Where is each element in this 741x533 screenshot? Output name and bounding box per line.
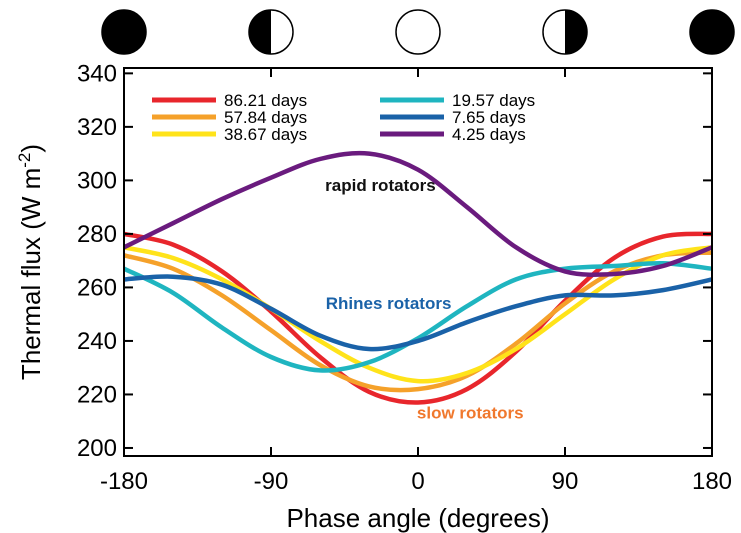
x-tick-label: -180: [100, 468, 148, 495]
annotation-label: slow rotators: [417, 404, 524, 423]
y-tick-label: 340: [77, 60, 117, 87]
y-tick-label: 320: [77, 114, 117, 141]
moon-phase-icon: [101, 9, 147, 55]
moon-phase-icon: [542, 9, 588, 55]
series-line: [123, 231, 713, 405]
series-line: [123, 245, 713, 384]
y-tick-label: 280: [77, 221, 117, 248]
legend-label: 7.65 days: [452, 108, 526, 127]
y-tick-label: 240: [77, 328, 117, 355]
legend-label: 57.84 days: [224, 108, 307, 127]
legend-label: 4.25 days: [452, 125, 526, 144]
phase-icons: [101, 9, 735, 55]
y-tick-label: 300: [77, 167, 117, 194]
x-tick-label: 90: [552, 468, 579, 495]
x-tick-label: 0: [411, 468, 424, 495]
series-line: [123, 274, 713, 352]
x-tick-label: 180: [692, 468, 732, 495]
legend-label: 86.21 days: [224, 91, 307, 110]
y-axis-title-sup: -2: [15, 153, 34, 168]
series-line: [123, 150, 713, 277]
moon-phase-icon: [395, 9, 441, 55]
plot-frame: [123, 67, 713, 457]
y-tick-label: 200: [77, 435, 117, 462]
y-tick-label: 260: [77, 274, 117, 301]
x-axis-title: Phase angle (degrees): [286, 503, 549, 533]
annotations: rapid rotators Rhines rotators slow rotato…: [325, 176, 523, 422]
series-line: [123, 250, 713, 393]
annotation-label: rapid rotators: [325, 176, 436, 195]
legend-label: 38.67 days: [224, 125, 307, 144]
y-axis-title: Thermal flux (W m-2): [15, 144, 46, 380]
y-axis-title-close: ): [16, 144, 46, 153]
axis-ticks: -180 -90 0 90 180 200 220 240 260 280 300 320 340: [77, 60, 732, 495]
series-lines: [123, 150, 713, 405]
annotation-label: Rhines rotators: [326, 294, 452, 313]
moon-phase-icon: [248, 9, 294, 55]
x-tick-label: -90: [254, 468, 289, 495]
series-line: [123, 261, 713, 373]
legend-label: 19.57 days: [452, 91, 535, 110]
y-axis-title-main: Thermal flux (W m: [16, 168, 46, 380]
y-tick-label: 220: [77, 381, 117, 408]
moon-phase-icon: [689, 9, 735, 55]
